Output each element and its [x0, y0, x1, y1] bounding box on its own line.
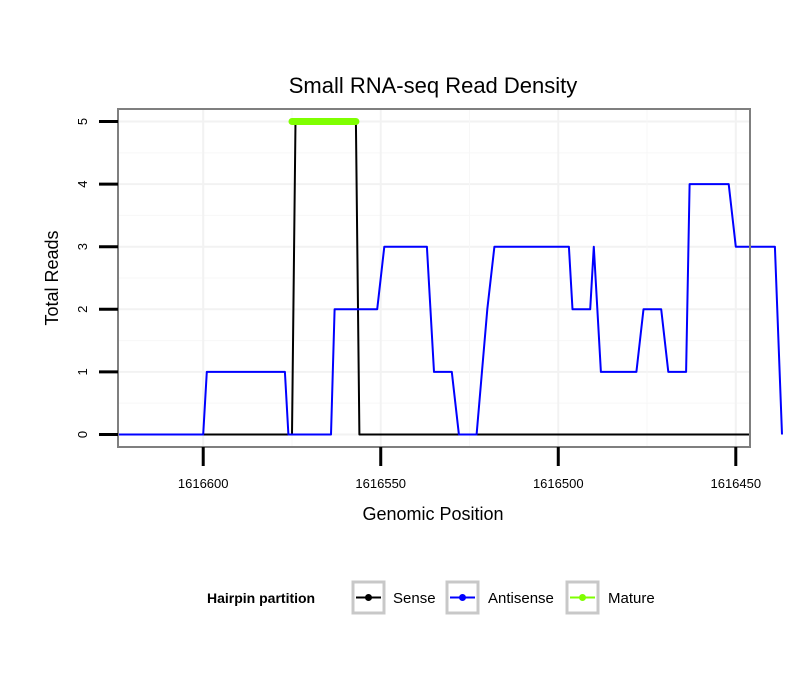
legend-title: Hairpin partition [207, 590, 315, 606]
y-tick-label: 2 [75, 306, 90, 313]
x-tick-label: 1616550 [355, 476, 406, 491]
x-axis-title: Genomic Position [362, 504, 503, 524]
legend-label-antisense: Antisense [488, 590, 554, 607]
x-tick-label: 1616500 [533, 476, 584, 491]
legend-label-mature: Mature [608, 590, 655, 607]
y-tick-label: 4 [75, 180, 90, 187]
y-tick-label: 0 [75, 431, 90, 438]
legend-key-point [579, 594, 586, 601]
x-tick-label: 1616600 [178, 476, 229, 491]
series-lines [118, 118, 783, 436]
x-tick-label: 1616450 [710, 476, 761, 491]
y-axis-title: Total Reads [42, 230, 62, 325]
y-tick-label: 3 [75, 243, 90, 250]
legend: Sense Antisense Mature [351, 580, 655, 615]
series-line-antisense [118, 183, 783, 436]
plot-border [117, 108, 751, 448]
legend-key-point [365, 594, 372, 601]
legend-label-sense: Sense [393, 590, 436, 607]
legend-key-point [459, 594, 466, 601]
axis-ticks: 0 1 2 3 4 5 1616600 1616550 1616500 1616450 [75, 118, 761, 491]
y-tick-label: 1 [75, 368, 90, 375]
chart-title: Small RNA-seq Read Density [289, 73, 578, 98]
y-tick-label: 5 [75, 118, 90, 125]
